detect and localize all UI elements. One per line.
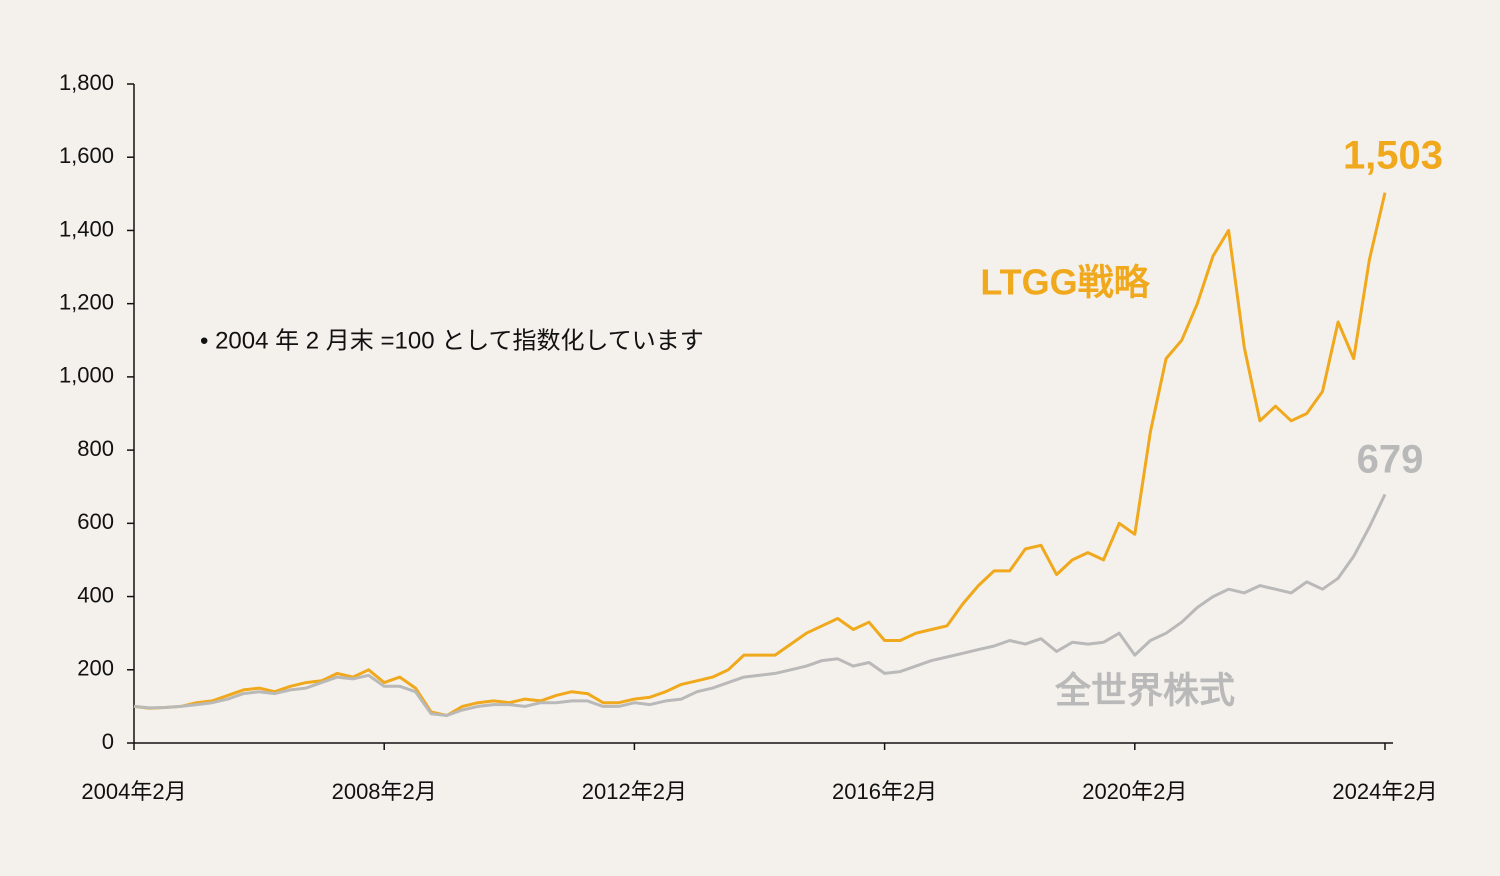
x-tick-label: 2012年2月 [582,779,687,804]
value-label: 679 [1357,438,1424,482]
y-tick-label: 600 [77,509,114,534]
x-tick-label: 2008年2月 [332,779,437,804]
y-tick-label: 1,000 [59,363,114,388]
note: • 2004 年 2 月末 =100 として指数化しています [200,327,704,354]
y-tick-label: 1,400 [59,216,114,241]
y-tick-label: 200 [77,656,114,681]
x-tick-label: 2016年2月 [832,779,937,804]
y-tick-label: 1,800 [59,70,114,95]
x-tick-label: 2004年2月 [81,779,186,804]
series-line [133,192,1387,717]
x-tick-label: 2020年2月 [1082,779,1187,804]
y-tick-label: 0 [102,729,114,754]
legend-label: LTGG戦略 [980,262,1150,303]
y-tick-label: 800 [77,436,114,461]
legend-label: 全世界株式 [1054,670,1235,711]
series-line [133,493,1387,717]
y-tick-label: 1,200 [59,289,114,314]
value-label: 1,503 [1343,134,1443,178]
y-tick-label: 1,600 [59,143,114,168]
y-tick-label: 400 [77,582,114,607]
x-tick-label: 2024年2月 [1332,779,1437,804]
